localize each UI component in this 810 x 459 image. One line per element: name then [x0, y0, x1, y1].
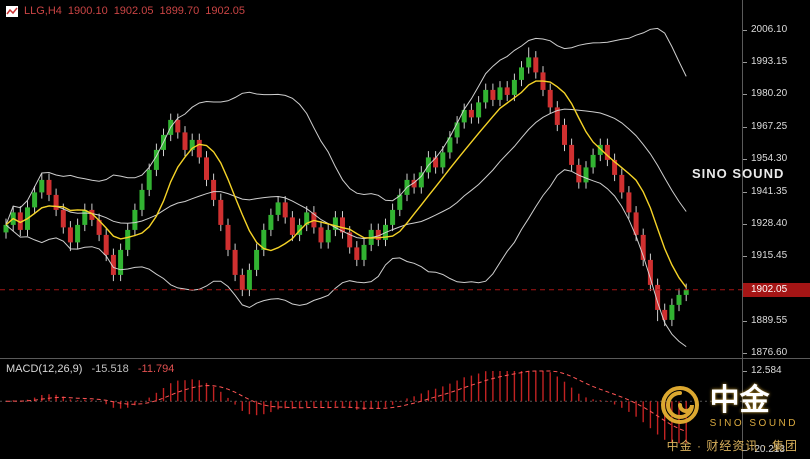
- axis-tick: [743, 62, 747, 63]
- watermark-sinosound-text: SINO SOUND: [692, 166, 785, 181]
- macd-indicator-label: MACD(12,26,9) -15.518 -11.794: [6, 363, 174, 375]
- axis-tick: [743, 223, 747, 225]
- chart-icon: [6, 5, 18, 17]
- panel-splitter[interactable]: [0, 358, 810, 359]
- macd-name: MACD(12,26,9): [6, 363, 83, 375]
- axis-tick: [743, 126, 747, 128]
- price-axis-label: 1915.45: [751, 250, 788, 262]
- price-axis-label: 1993.15: [751, 56, 788, 67]
- axis-tick: [743, 159, 747, 161]
- axis-tick: [743, 256, 747, 258]
- chart-header: LLG,H4 1900.10 1902.05 1899.70 1902.05: [6, 5, 245, 17]
- price-axis-label: 1967.25: [751, 120, 788, 132]
- axis-tick: [743, 321, 747, 322]
- brand-name-en: SINO SOUND: [709, 418, 798, 429]
- axis-tick: [743, 29, 747, 31]
- macd-signal-value: -11.794: [137, 363, 175, 375]
- macd-axis-label: 12.584: [751, 365, 782, 376]
- price-axis-label: 1980.20: [751, 88, 788, 100]
- price-chart-svg[interactable]: [0, 0, 742, 359]
- axis-tick: [743, 94, 747, 96]
- price-axis-label: 1954.30: [751, 153, 788, 165]
- axis-tick: [743, 371, 747, 372]
- close-value: 1902.05: [205, 5, 245, 17]
- symbol-timeframe-label: LLG,H4: [24, 5, 62, 17]
- price-axis-label: 1889.55: [751, 315, 788, 326]
- brand-watermark: 中金 SINO SOUND 中金 · 财经资讯 · 集团: [658, 383, 798, 454]
- sinosound-logo-icon: [658, 383, 702, 432]
- brand-name-cn: 中金: [709, 384, 770, 417]
- current-price-badge: 1902.05: [743, 282, 810, 297]
- macd-main-value: -15.518: [91, 363, 129, 375]
- axis-tick: [743, 191, 747, 193]
- brand-caption: 中金 · 财经资讯 · 集团: [666, 439, 798, 453]
- macd-axis[interactable]: 12.584 -20.213: [742, 359, 810, 459]
- low-value: 1899.70: [159, 5, 200, 17]
- price-axis-label: 1941.35: [751, 185, 788, 197]
- price-axis-label: 1876.60: [751, 347, 788, 359]
- open-value: 1900.10: [67, 5, 108, 17]
- axis-tick: [743, 450, 747, 451]
- axis-tick: [743, 353, 747, 355]
- price-axis-label: 1928.40: [751, 217, 788, 229]
- high-value: 1902.05: [113, 5, 154, 17]
- price-axis-label: 2006.10: [751, 23, 788, 35]
- macd-panel: MACD(12,26,9) -15.518 -11.794 12.584 -20.…: [0, 359, 810, 459]
- macd-axis-label: -20.213: [751, 444, 785, 455]
- price-axis[interactable]: 1902.05 2006.10 1993.15 1980.20 1967.25 1954…: [742, 0, 810, 359]
